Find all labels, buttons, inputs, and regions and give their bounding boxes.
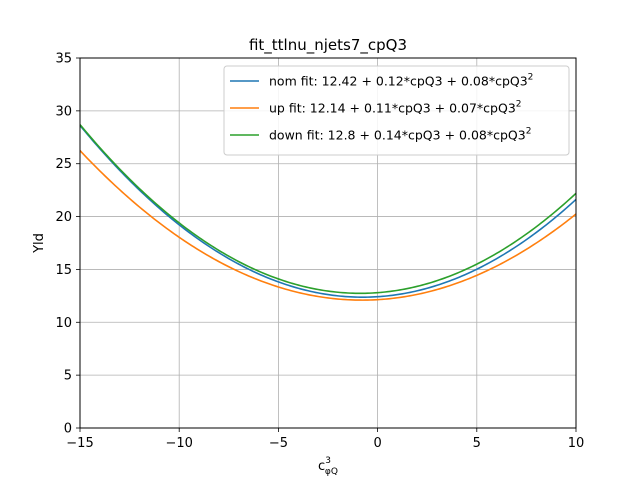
y-tick-label: 5 [64, 369, 72, 384]
legend-entry-2: down fit: 12.8 + 0.14*cpQ3 + 0.08*cpQ32 [269, 127, 531, 143]
chart-title: fit_ttlnu_njets7_cpQ3 [249, 36, 407, 55]
x-tick-label: 0 [373, 436, 381, 451]
legend-entry-exponent: 2 [528, 73, 534, 83]
legend-entry-0: nom fit: 12.42 + 0.12*cpQ3 + 0.08*cpQ32 [269, 73, 533, 89]
series-lines [79, 124, 577, 301]
x-axis-label-main: c [318, 459, 325, 474]
legend-box [223, 65, 570, 156]
series-line-1 [79, 150, 577, 301]
legend-entry-1: up fit: 12.14 + 0.11*cpQ3 + 0.07*cpQ32 [269, 100, 522, 116]
legend-entry-exponent: 2 [526, 127, 532, 137]
y-tick-label: 20 [55, 210, 72, 225]
plot-frame [79, 57, 577, 429]
legend-entry-text: nom fit: 12.42 + 0.12*cpQ3 + 0.08*cpQ3 [269, 74, 528, 89]
y-axis-label: Yld [32, 233, 47, 254]
x-axis-label: c3 φQ [318, 456, 338, 477]
legend-entry-exponent: 2 [516, 100, 522, 110]
x-tick-label: −10 [165, 436, 192, 451]
x-tick-label: 5 [473, 436, 481, 451]
y-tick-label: 15 [55, 263, 72, 278]
y-tick-label: 0 [64, 422, 72, 437]
y-tick-label: 35 [55, 52, 72, 67]
x-axis-label-sup: 3 [325, 456, 331, 466]
x-tick-label: −5 [269, 436, 288, 451]
series-line-2 [79, 124, 577, 295]
y-tick-label: 25 [55, 157, 72, 172]
x-axis-label-sub: φQ [325, 467, 338, 477]
x-tick-label: −15 [66, 436, 93, 451]
ticks: −15 −10 −5 0 5 10 0 5 10 15 20 25 30 35 [55, 52, 584, 452]
y-tick-label: 30 [55, 104, 72, 119]
legend-entry-text: up fit: 12.14 + 0.11*cpQ3 + 0.07*cpQ3 [269, 101, 516, 116]
legend-entry-text: down fit: 12.8 + 0.14*cpQ3 + 0.08*cpQ3 [269, 128, 526, 143]
series-line-0 [79, 124, 577, 298]
y-tick-label: 10 [55, 316, 72, 331]
x-tick-label: 10 [568, 436, 585, 451]
legend: nom fit: 12.42 + 0.12*cpQ3 + 0.08*cpQ32u… [223, 65, 570, 156]
